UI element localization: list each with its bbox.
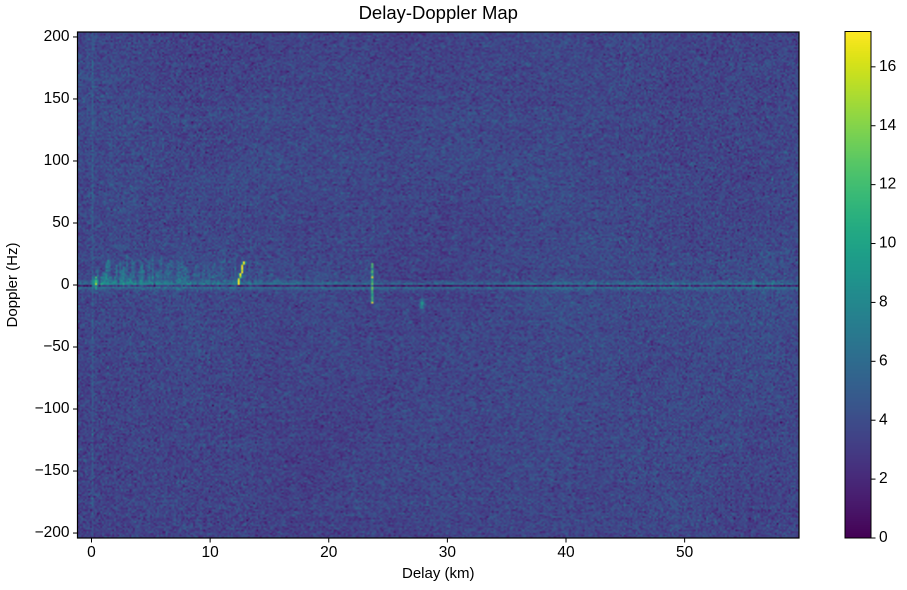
svg-text:10: 10 [879,235,897,252]
svg-text:0: 0 [879,529,888,546]
svg-text:150: 150 [44,90,70,107]
svg-text:16: 16 [879,58,896,75]
svg-text:0: 0 [87,544,96,561]
svg-text:50: 50 [52,214,70,231]
svg-text:200: 200 [44,28,70,45]
svg-text:−200: −200 [35,524,70,541]
svg-text:Delay (km): Delay (km) [402,565,475,582]
svg-text:50: 50 [676,544,694,561]
svg-text:−50: −50 [43,338,70,355]
svg-text:12: 12 [879,176,896,193]
svg-text:−100: −100 [35,400,70,417]
svg-text:Doppler (Hz): Doppler (Hz) [4,242,21,327]
svg-text:−150: −150 [35,462,70,479]
svg-text:4: 4 [879,411,888,428]
svg-text:100: 100 [44,152,70,169]
svg-text:40: 40 [557,544,575,561]
svg-text:0: 0 [61,276,70,293]
svg-text:14: 14 [879,117,897,134]
svg-text:30: 30 [439,544,457,561]
svg-text:6: 6 [879,352,888,369]
svg-text:Delay-Doppler Map: Delay-Doppler Map [359,2,518,23]
svg-text:2: 2 [879,470,888,487]
svg-text:8: 8 [879,294,888,311]
svg-text:20: 20 [320,544,338,561]
svg-text:10: 10 [202,544,220,561]
